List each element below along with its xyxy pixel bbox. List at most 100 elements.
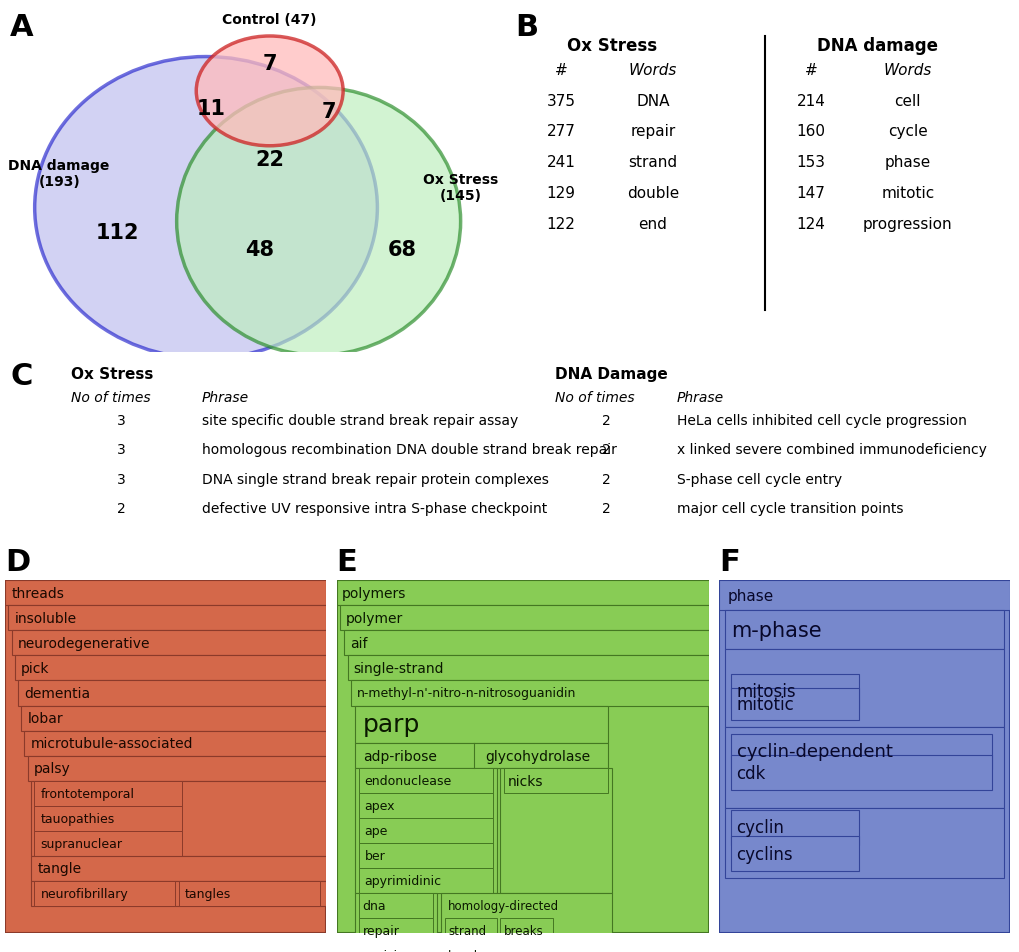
Text: 22: 22 [255,150,284,170]
Text: E: E [336,547,357,576]
Bar [24,731,326,756]
Text: Control (47): Control (47) [222,12,317,27]
Text: break: break [448,949,481,952]
Text: phase: phase [883,155,930,170]
Bar [34,781,181,805]
Bar [31,881,326,906]
Text: Words: Words [882,63,931,78]
Text: 68: 68 [387,240,416,259]
Ellipse shape [35,57,377,359]
Bar [730,674,858,709]
Text: 11: 11 [197,99,225,119]
Text: double: double [626,186,679,201]
Text: 129: 129 [546,186,575,201]
Text: insoluble: insoluble [14,611,76,625]
Text: homologous recombination DNA double strand break repair: homologous recombination DNA double stra… [202,443,616,457]
Text: threads: threads [11,586,64,600]
Bar [500,768,611,893]
Bar [725,649,1003,727]
Text: No of times: No of times [555,390,635,405]
Text: site specific double strand break repair assay: site specific double strand break repair… [202,413,518,427]
Bar [359,843,492,868]
Text: cycle: cycle [888,125,926,139]
Text: HeLa cells inhibited cell cycle progression: HeLa cells inhibited cell cycle progress… [676,413,966,427]
Bar [500,943,607,952]
Bar [503,768,607,793]
Text: strand: strand [448,924,486,938]
Text: B: B [515,13,538,42]
Text: m-phase: m-phase [730,620,820,640]
Bar [28,756,326,781]
Text: end: end [638,217,666,232]
Text: 48: 48 [246,240,274,259]
Bar [355,768,496,893]
Text: x linked severe combined immunodeficiency: x linked severe combined immunodeficienc… [676,443,985,457]
Text: neurodegenerative: neurodegenerative [18,636,151,650]
Text: 160: 160 [796,125,824,139]
Text: 147: 147 [796,186,824,201]
Text: Ox Stress: Ox Stress [70,367,153,382]
Text: excision: excision [363,949,413,952]
Text: 241: 241 [546,155,575,170]
Bar [730,688,858,720]
Text: defective UV responsive intra S-phase checkpoint: defective UV responsive intra S-phase ch… [202,502,547,516]
Text: 2: 2 [601,472,609,486]
Text: #: # [554,63,567,78]
Text: A: A [10,13,34,42]
Text: apex: apex [364,800,394,812]
Bar [725,808,1003,879]
Text: ape: ape [364,824,387,838]
Text: 112: 112 [96,223,140,242]
Bar [725,610,1003,649]
Ellipse shape [176,89,461,356]
Bar [18,681,326,705]
Bar [730,755,991,790]
Text: DNA Damage: DNA Damage [555,367,667,382]
Bar [31,781,326,856]
Text: cyclins: cyclins [736,844,793,863]
Text: strand: strand [628,155,677,170]
Text: DNA single strand break repair protein complexes: DNA single strand break repair protein c… [202,472,548,486]
Bar [352,681,708,705]
Text: 153: 153 [796,155,824,170]
Bar [355,744,607,768]
Text: phase: phase [728,588,773,604]
Text: endonuclease: endonuclease [364,774,451,787]
Bar [178,881,320,906]
Text: 2: 2 [601,443,609,457]
Bar [725,727,1003,808]
Text: dna: dna [363,900,386,912]
Text: DNA: DNA [636,93,668,109]
Bar [440,893,611,952]
Text: polymers: polymers [341,586,407,600]
Text: progression: progression [862,217,952,232]
Bar [359,893,433,919]
Bar [31,856,326,881]
Text: aif: aif [350,636,367,650]
Text: 2: 2 [117,502,125,516]
Bar [14,656,326,681]
Text: cyclin: cyclin [736,819,784,836]
Text: n-methyl-n'-nitro-n-nitrosoguanidin: n-methyl-n'-nitro-n-nitrosoguanidin [357,686,576,700]
Text: 277: 277 [546,125,575,139]
Text: 214: 214 [796,93,824,109]
Text: 124: 124 [796,217,824,232]
Text: tauopathies: tauopathies [41,812,114,824]
Text: Ox Stress: Ox Stress [567,37,656,54]
Bar [34,881,175,906]
Bar [359,793,492,819]
Text: 7: 7 [321,103,335,122]
Text: 3: 3 [117,413,125,427]
Text: Words: Words [628,63,677,78]
Text: frontotemporal: frontotemporal [41,786,135,800]
Text: dementia: dementia [24,686,91,701]
Bar [444,919,496,943]
Bar [343,631,708,656]
Bar [8,605,326,631]
Bar [34,831,181,856]
Text: single-strand: single-strand [353,662,443,675]
Text: homology-directed: homology-directed [448,900,558,912]
Text: Phrase: Phrase [676,390,723,405]
Text: Phrase: Phrase [202,390,249,405]
Text: 7: 7 [262,54,277,74]
